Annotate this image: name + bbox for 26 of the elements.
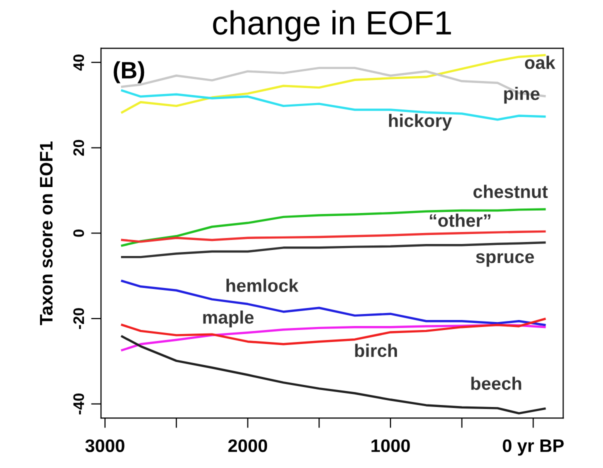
series-label: hickory	[389, 114, 452, 131]
y-tick-label: -20	[73, 308, 84, 329]
series-label: birch	[355, 344, 397, 358]
y-tick-label: 20	[73, 140, 84, 156]
x-tick-label: 2000	[228, 439, 268, 452]
y-tick-label: -40	[73, 394, 84, 414]
series-label: maple	[203, 310, 254, 328]
y-tick-label: 0	[73, 230, 84, 237]
line-series	[121, 230, 546, 243]
annotation: (B)	[114, 61, 144, 84]
line-series	[121, 280, 546, 326]
series-label: pine	[504, 86, 540, 104]
x-tick-label: 3000	[85, 439, 124, 452]
y-tick-label: 40	[73, 54, 84, 71]
x-tick-label: 1000	[372, 439, 410, 452]
series-label: chestnut	[473, 184, 548, 198]
y-axis-title: Taxon score on EOF1	[40, 142, 53, 326]
line-series	[121, 208, 546, 247]
chart-title: change in EOF1	[213, 10, 451, 42]
series-label: spruce	[476, 253, 534, 267]
series-label: beech	[471, 376, 522, 390]
series-label: oak	[524, 56, 556, 70]
x-tick-label: 0 yr BP	[502, 439, 564, 456]
line-series	[121, 335, 546, 414]
series-label: “other”	[430, 214, 490, 227]
series-label: hemlock	[226, 278, 298, 292]
